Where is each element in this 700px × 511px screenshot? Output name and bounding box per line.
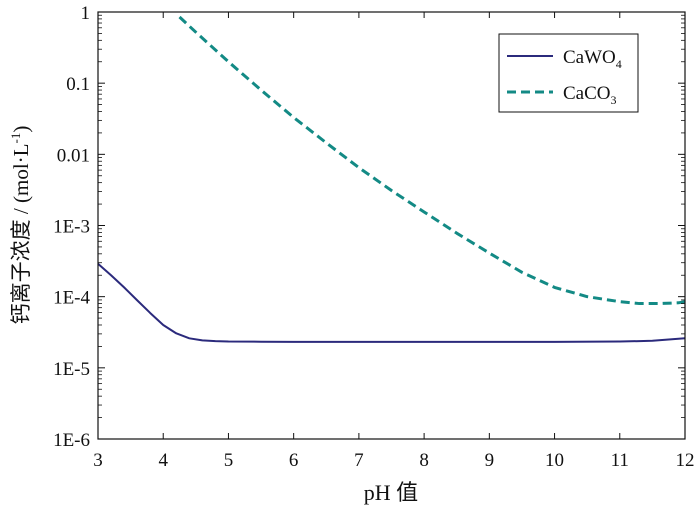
x-tick-label: 6 [289, 450, 299, 471]
x-tick-label: 11 [611, 450, 629, 471]
x-axis-title: pH 值 [364, 480, 418, 505]
x-tick-label: 12 [676, 450, 695, 471]
legend-box [498, 33, 639, 113]
y-axis-title-superscript: -1 [8, 133, 23, 144]
series-line-cawo4 [97, 263, 686, 343]
x-tick-label: 8 [419, 450, 429, 471]
y-tick-label: 1E-3 [53, 217, 90, 238]
y-tick-label: 0.1 [66, 74, 90, 95]
legend: CaWO4 CaCO3 [498, 33, 639, 113]
x-tick-label: 4 [158, 450, 168, 471]
series-line-caco3 [178, 15, 686, 306]
tick-layer: 3 4 5 6 7 8 9 10 11 12 1E-6 1E-5 1E-4 1E-3 0.01 0.1 1 [53, 3, 694, 471]
y-tick-label: 1 [81, 3, 91, 24]
legend-label-cawo4: CaWO4 [563, 47, 622, 71]
y-tick-label: 1E-5 [53, 359, 90, 380]
y-axis-title-main: 钙离子浓度 / (mol·L [9, 144, 33, 325]
series-layer [97, 15, 686, 343]
x-tick-label: 3 [93, 450, 103, 471]
x-tick-label: 7 [354, 450, 364, 471]
y-tick-label: 1E-4 [53, 288, 90, 309]
y-tick-label: 1E-6 [53, 430, 90, 451]
x-tick-label: 10 [545, 450, 564, 471]
x-tick-label: 5 [224, 450, 234, 471]
y-axis-title-close: ) [9, 126, 33, 133]
legend-label-caco3: CaCO3 [563, 83, 617, 107]
y-tick-label: 0.01 [57, 145, 90, 166]
x-tick-label: 9 [485, 450, 495, 471]
y-axis-title: 钙离子浓度 / (mol·L-1) [8, 126, 33, 325]
